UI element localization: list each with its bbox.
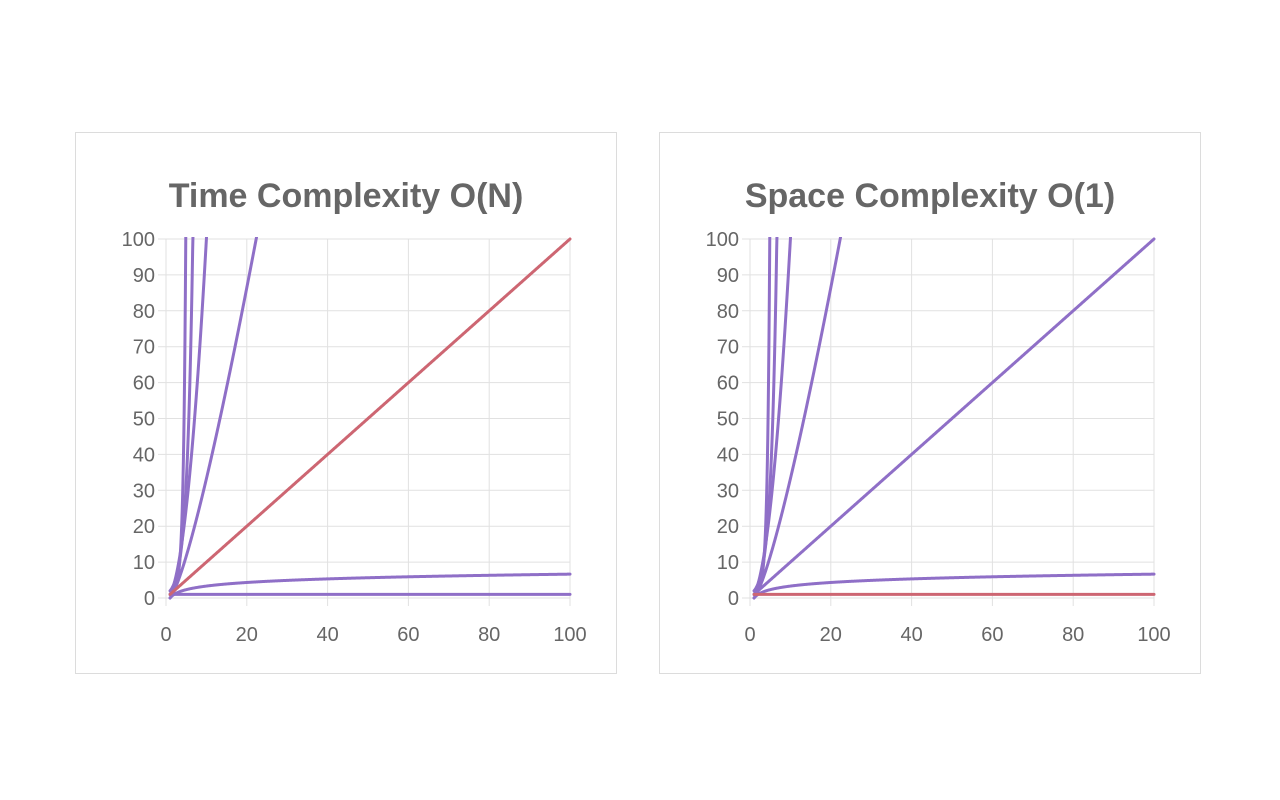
y-tick-label: 10 <box>133 552 155 574</box>
series-group <box>168 237 572 600</box>
y-tick-label: 100 <box>122 229 155 251</box>
time-complexity-chart-card: Time Complexity O(N) 0 10 20 30 40 50 60 70 80 90… <box>75 132 617 674</box>
y-tick-label: 20 <box>717 516 739 538</box>
space-complexity-chart: Space Complexity O(1) 0 10 20 30 40 50 60 70 80 9… <box>706 177 1171 646</box>
x-axis-ticks: 0 20 40 60 80 100 <box>160 624 586 646</box>
series-line-nlogn <box>752 237 843 600</box>
x-tick-label: 40 <box>316 624 338 646</box>
y-tick-label: 90 <box>717 265 739 287</box>
series-line-fact <box>168 237 188 596</box>
space-complexity-chart-card: Space Complexity O(1) 0 10 20 30 40 50 60 70 80 9… <box>659 132 1201 674</box>
y-tick-label: 30 <box>717 480 739 502</box>
x-tick-label: 60 <box>981 624 1003 646</box>
x-axis-ticks: 0 20 40 60 80 100 <box>744 624 1170 646</box>
y-axis-ticks: 0 10 20 30 40 50 60 70 80 90 100 <box>122 229 155 610</box>
y-tick-label: 60 <box>133 373 155 395</box>
series-line-n <box>168 237 572 596</box>
series-line-log <box>752 572 1156 600</box>
time-complexity-chart: Time Complexity O(N) 0 10 20 30 40 50 60 70 80 90… <box>122 177 587 646</box>
x-tick-label: 60 <box>397 624 419 646</box>
y-tick-label: 70 <box>717 337 739 359</box>
x-tick-label: 20 <box>236 624 258 646</box>
y-axis-ticks: 0 10 20 30 40 50 60 70 80 90 100 <box>706 229 739 610</box>
grid <box>742 238 1155 606</box>
x-tick-label: 80 <box>478 624 500 646</box>
y-tick-label: 10 <box>717 552 739 574</box>
series-group <box>752 237 1156 600</box>
y-tick-label: 0 <box>728 588 739 610</box>
x-tick-label: 20 <box>820 624 842 646</box>
x-tick-label: 100 <box>553 624 586 646</box>
x-tick-label: 0 <box>160 624 171 646</box>
x-tick-label: 40 <box>900 624 922 646</box>
y-tick-label: 80 <box>717 301 739 323</box>
y-tick-label: 70 <box>133 337 155 359</box>
y-tick-label: 100 <box>706 229 739 251</box>
y-tick-label: 50 <box>133 409 155 431</box>
x-tick-label: 0 <box>744 624 755 646</box>
x-tick-label: 80 <box>1062 624 1084 646</box>
y-tick-label: 90 <box>133 265 155 287</box>
y-tick-label: 20 <box>133 516 155 538</box>
y-tick-label: 0 <box>144 588 155 610</box>
y-tick-label: 40 <box>717 444 739 466</box>
series-line-log <box>168 572 572 600</box>
grid <box>158 238 571 606</box>
y-tick-label: 80 <box>133 301 155 323</box>
series-line-nlogn <box>168 237 259 600</box>
chart-title: Space Complexity O(1) <box>745 177 1115 215</box>
y-tick-label: 30 <box>133 480 155 502</box>
y-tick-label: 60 <box>717 373 739 395</box>
series-line-fact <box>752 237 772 596</box>
y-tick-label: 40 <box>133 444 155 466</box>
x-tick-label: 100 <box>1137 624 1170 646</box>
y-tick-label: 50 <box>717 409 739 431</box>
series-line-n <box>752 237 1156 596</box>
chart-title: Time Complexity O(N) <box>169 177 524 215</box>
